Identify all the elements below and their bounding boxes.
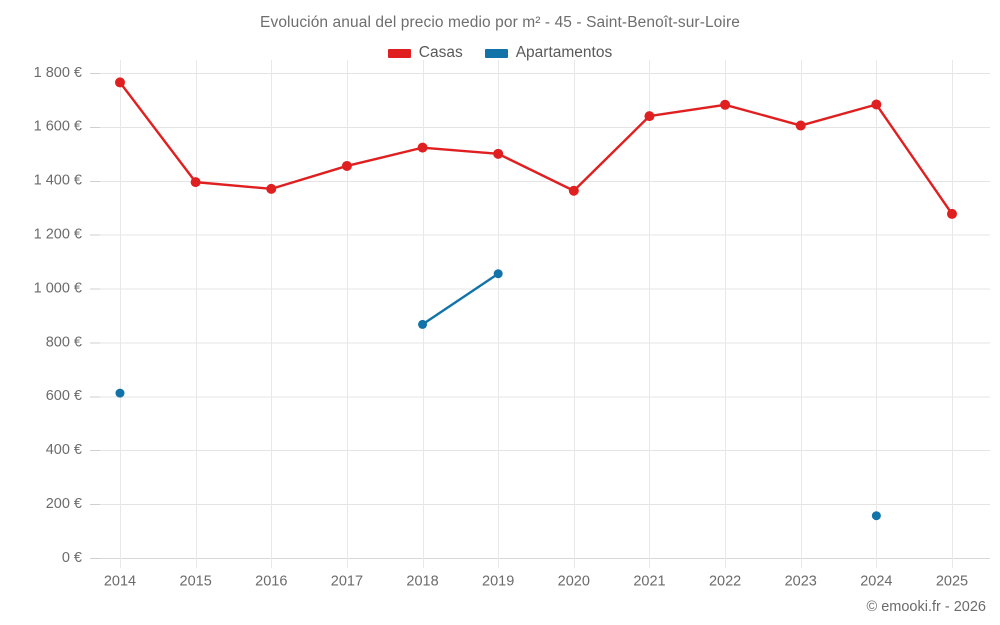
data-point-apartamentos-2018[interactable] <box>418 319 428 329</box>
legend-swatch-casas <box>387 48 411 58</box>
series-line-apartamentos <box>421 272 500 326</box>
data-point-casas-2023[interactable] <box>795 120 806 131</box>
x-axis-tick-label: 2022 <box>709 574 741 590</box>
data-point-casas-2019[interactable] <box>493 148 504 159</box>
x-axis-tick-label: 2014 <box>104 574 136 590</box>
y-axis-tick-label: 400 € <box>46 442 82 458</box>
legend-label-apartamentos: Apartamentos <box>515 44 613 61</box>
legend-item-apartamentos[interactable]: Apartamentos <box>484 44 613 62</box>
x-axis-tick-label: 2015 <box>180 574 212 590</box>
data-point-apartamentos-2014[interactable] <box>115 388 125 398</box>
x-axis-tick-label: 2025 <box>936 574 968 590</box>
data-point-casas-2024[interactable] <box>871 99 882 110</box>
chart-title: Evolución anual del precio medio por m² … <box>260 14 740 31</box>
legend-label-casas: Casas <box>418 44 463 61</box>
data-point-casas-2020[interactable] <box>568 185 579 196</box>
footer-copyright: © emooki.fr - 2026 <box>866 599 986 615</box>
data-point-casas-2025[interactable] <box>947 208 957 219</box>
x-axis-tick-label: 2017 <box>331 574 363 590</box>
y-axis-tick-label: 1 000 € <box>34 280 82 296</box>
x-axis-tick-label: 2023 <box>785 574 817 590</box>
x-axis-tick-label: 2019 <box>482 574 514 590</box>
x-axis-tick-label: 2024 <box>860 574 892 590</box>
y-axis-tick-label: 800 € <box>46 334 82 350</box>
data-point-casas-2015[interactable] <box>190 177 201 188</box>
y-axis-tick-label: 0 € <box>62 550 82 566</box>
data-point-casas-2021[interactable] <box>644 111 655 122</box>
y-axis-tick-label: 600 € <box>46 388 82 404</box>
x-axis-tick-label: 2020 <box>558 574 590 590</box>
y-axis-tick-label: 1 600 € <box>34 119 82 135</box>
legend-item-casas[interactable]: Casas <box>387 44 463 62</box>
data-point-casas-2014[interactable] <box>115 77 125 88</box>
data-point-apartamentos-2019[interactable] <box>493 269 503 279</box>
series-line-casas <box>118 81 954 216</box>
x-axis-tick-label: 2021 <box>633 574 665 590</box>
legend-swatch-apartamentos <box>484 48 508 58</box>
data-point-casas-2022[interactable] <box>720 99 731 110</box>
data-point-casas-2018[interactable] <box>417 142 428 153</box>
y-axis-tick-label: 1 400 € <box>34 173 82 189</box>
y-axis-tick-label: 200 € <box>46 496 82 512</box>
x-axis-tick-label: 2018 <box>406 574 438 590</box>
data-point-casas-2016[interactable] <box>266 183 277 194</box>
y-axis-tick-label: 1 800 € <box>34 65 82 81</box>
data-point-casas-2017[interactable] <box>341 160 352 171</box>
data-point-apartamentos-2024[interactable] <box>871 511 881 521</box>
x-axis-tick-label: 2016 <box>255 574 287 590</box>
chart-legend: Casas Apartamentos <box>0 44 1000 62</box>
y-axis-tick-label: 1 200 € <box>34 226 82 242</box>
